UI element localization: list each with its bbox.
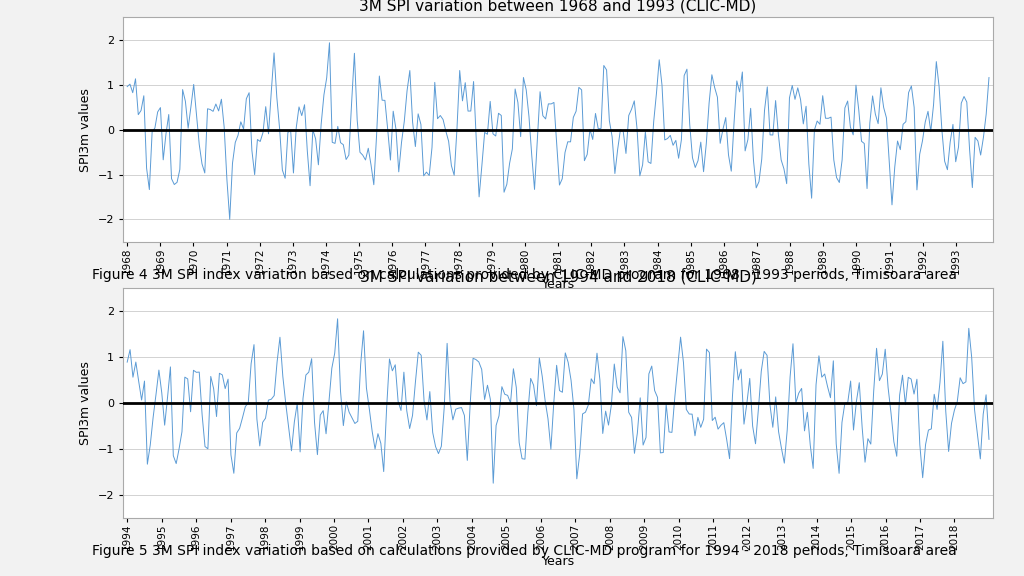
Title: 3M SPI variation between 1968 and 1993 (CLIC-MD): 3M SPI variation between 1968 and 1993 (… [359,0,757,13]
Y-axis label: SPI3m values: SPI3m values [79,88,92,172]
X-axis label: Years: Years [542,278,574,291]
Y-axis label: SPI3m values: SPI3m values [79,361,92,445]
Text: Figure 4 3M SPI index variation based on calculations provided by CLIC-MD progra: Figure 4 3M SPI index variation based on… [92,268,957,282]
Title: 3M SPI variation between 1994 and 2018 (CLIC-MD): 3M SPI variation between 1994 and 2018 (… [359,269,757,284]
Text: Figure 5 3M SPI index variation based on calculations provided by CLIC-MD progra: Figure 5 3M SPI index variation based on… [92,544,956,558]
X-axis label: Years: Years [542,555,574,567]
